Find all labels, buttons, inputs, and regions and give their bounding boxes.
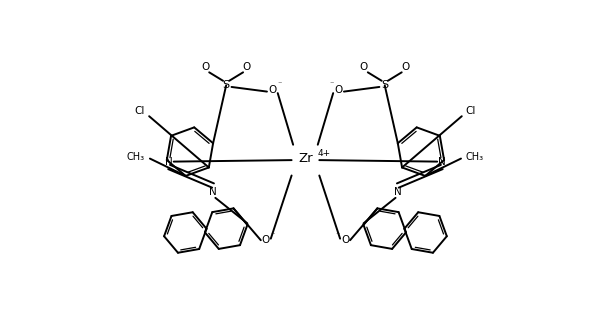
Text: S: S — [381, 80, 389, 90]
Text: N: N — [209, 187, 217, 197]
Text: 4+: 4+ — [318, 149, 331, 158]
Text: N: N — [165, 157, 173, 167]
Text: O: O — [334, 85, 343, 95]
Text: O: O — [261, 235, 269, 245]
Text: ⁻: ⁻ — [336, 230, 340, 239]
Text: O: O — [360, 62, 368, 72]
Text: O: O — [201, 62, 209, 72]
Text: N: N — [438, 157, 446, 167]
Text: ⁻: ⁻ — [277, 79, 281, 88]
Text: ⁻: ⁻ — [330, 79, 334, 88]
Text: Cl: Cl — [135, 106, 145, 116]
Text: Zr: Zr — [298, 152, 313, 165]
Text: Cl: Cl — [466, 106, 476, 116]
Text: CH₃: CH₃ — [127, 152, 145, 162]
Text: N: N — [394, 187, 402, 197]
Text: O: O — [243, 62, 251, 72]
Text: S: S — [222, 80, 229, 90]
Text: ⁻: ⁻ — [271, 230, 275, 239]
Text: O: O — [402, 62, 409, 72]
Text: O: O — [342, 235, 350, 245]
Text: CH₃: CH₃ — [466, 152, 484, 162]
Text: O: O — [268, 85, 277, 95]
